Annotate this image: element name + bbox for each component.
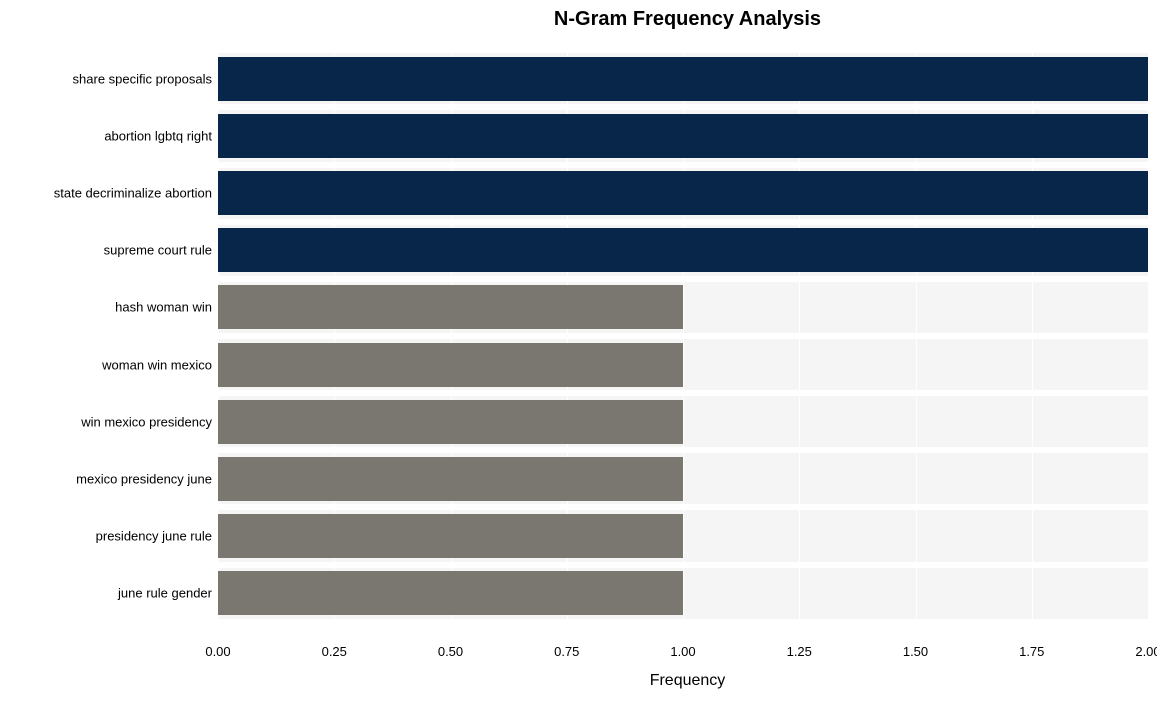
bar <box>218 571 683 615</box>
y-tick-label: supreme court rule <box>2 243 212 258</box>
y-tick-label: mexico presidency june <box>2 471 212 486</box>
y-tick-label: june rule gender <box>2 586 212 601</box>
x-tick-label: 1.50 <box>903 644 928 659</box>
y-tick-label: presidency june rule <box>2 529 212 544</box>
x-tick-label: 1.75 <box>1019 644 1044 659</box>
y-tick-label: hash woman win <box>2 300 212 315</box>
x-tick-label: 1.25 <box>787 644 812 659</box>
y-tick-label: woman win mexico <box>2 357 212 372</box>
x-axis-label: Frequency <box>0 672 1157 690</box>
x-tick-label: 0.50 <box>438 644 463 659</box>
bar <box>218 228 1148 272</box>
bar <box>218 285 683 329</box>
bar <box>218 57 1148 101</box>
x-tick-label: 0.00 <box>205 644 230 659</box>
x-gridline <box>1148 36 1149 636</box>
ngram-frequency-chart: N-Gram Frequency Analysis Frequency 0.00… <box>0 0 1157 701</box>
x-tick-label: 0.75 <box>554 644 579 659</box>
x-tick-label: 0.25 <box>322 644 347 659</box>
bar <box>218 171 1148 215</box>
bar <box>218 114 1148 158</box>
bar <box>218 343 683 387</box>
chart-title: N-Gram Frequency Analysis <box>0 8 1157 31</box>
y-tick-label: state decriminalize abortion <box>2 186 212 201</box>
plot-area <box>218 36 1148 636</box>
y-tick-label: win mexico presidency <box>2 414 212 429</box>
x-tick-label: 2.00 <box>1135 644 1157 659</box>
bar <box>218 457 683 501</box>
y-tick-label: share specific proposals <box>2 71 212 86</box>
bar <box>218 400 683 444</box>
y-tick-label: abortion lgbtq right <box>2 129 212 144</box>
bar <box>218 514 683 558</box>
x-tick-label: 1.00 <box>670 644 695 659</box>
